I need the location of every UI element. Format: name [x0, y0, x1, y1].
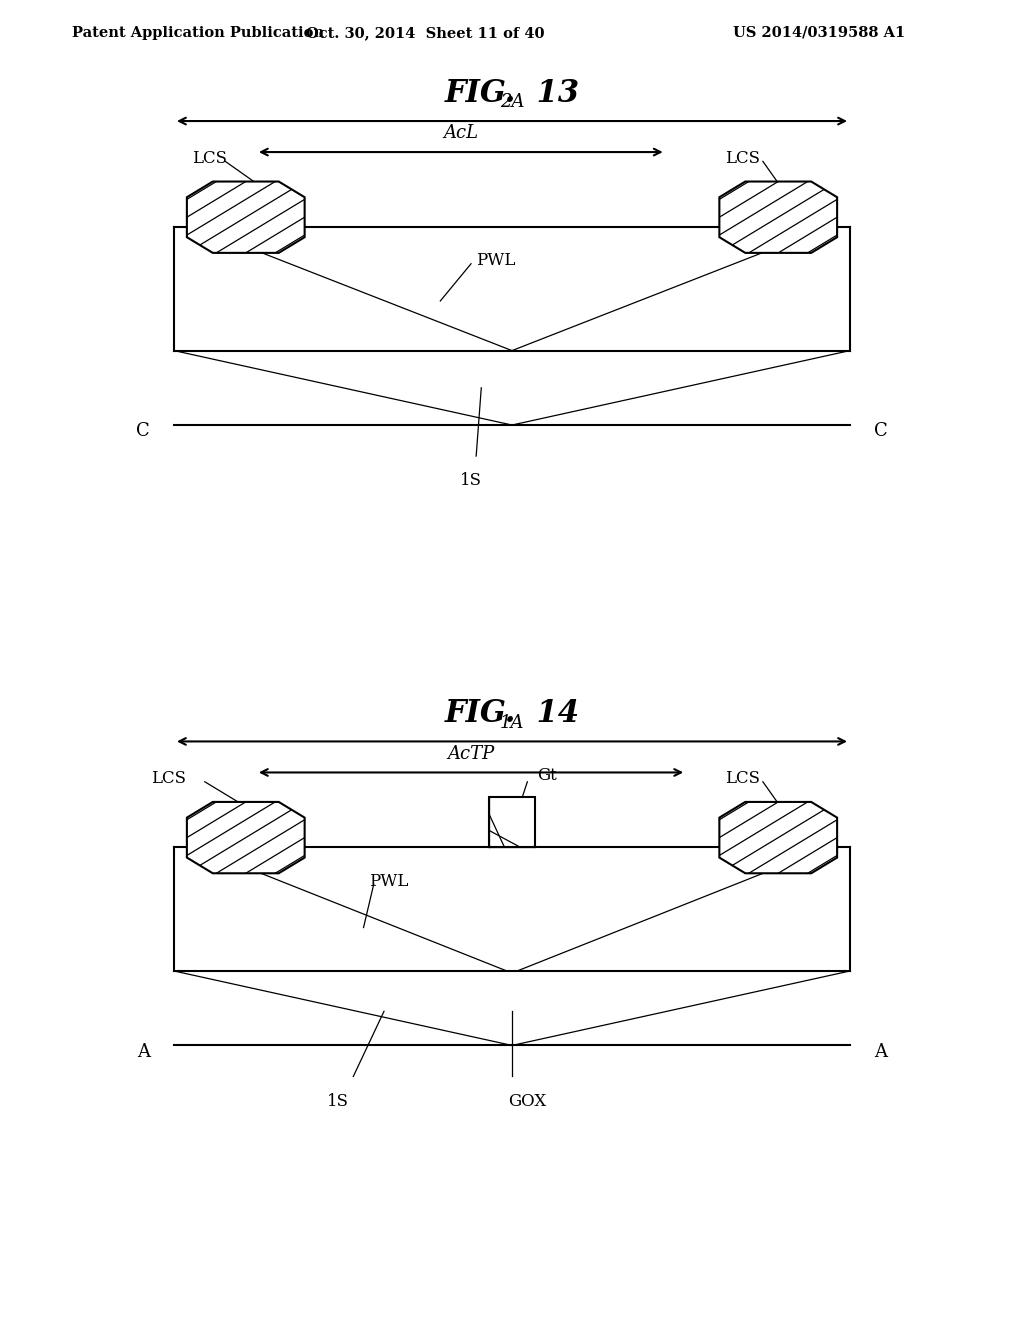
Polygon shape — [719, 182, 838, 253]
Text: C: C — [873, 422, 888, 441]
Text: AcTP: AcTP — [447, 744, 495, 763]
Text: LCS: LCS — [152, 770, 186, 787]
Text: GOX: GOX — [508, 1093, 547, 1110]
Bar — [489, 797, 535, 847]
Polygon shape — [719, 803, 838, 874]
Text: FIG.  14: FIG. 14 — [444, 698, 580, 729]
Text: 1S: 1S — [460, 473, 482, 490]
Text: A: A — [137, 1043, 150, 1061]
Text: PWL: PWL — [369, 873, 408, 890]
Text: FIG.  13: FIG. 13 — [444, 78, 580, 108]
Text: A: A — [874, 1043, 887, 1061]
Text: LCS: LCS — [725, 149, 760, 166]
Text: PWL: PWL — [476, 252, 515, 269]
Text: Gt: Gt — [538, 767, 557, 784]
Text: LCS: LCS — [193, 149, 227, 166]
Text: AcL: AcL — [443, 124, 478, 143]
Text: Patent Application Publication: Patent Application Publication — [72, 26, 324, 40]
Text: 1S: 1S — [327, 1093, 349, 1110]
Polygon shape — [186, 182, 305, 253]
Text: 1A: 1A — [500, 714, 524, 731]
Text: LCS: LCS — [725, 770, 760, 787]
Text: C: C — [136, 422, 151, 441]
Text: Oct. 30, 2014  Sheet 11 of 40: Oct. 30, 2014 Sheet 11 of 40 — [306, 26, 544, 40]
Text: US 2014/0319588 A1: US 2014/0319588 A1 — [733, 26, 905, 40]
Text: 2A: 2A — [500, 94, 524, 111]
Polygon shape — [186, 803, 305, 874]
Bar — [489, 797, 535, 847]
